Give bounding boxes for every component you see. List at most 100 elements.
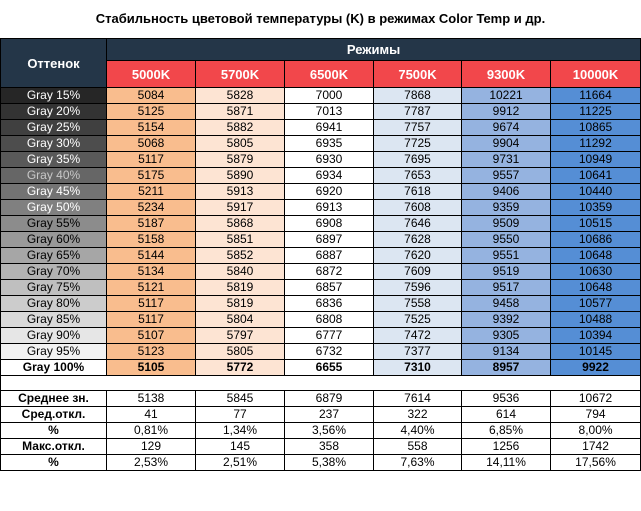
table-row: Gray 80% 5117 5819 6836 7558 9458 10577	[0, 295, 641, 312]
table-row: Gray 45% 5211 5913 6920 7618 9406 10440	[0, 183, 641, 200]
value-cell: 7757	[373, 119, 462, 136]
stat-value: 145	[195, 438, 285, 455]
value-cell: 9509	[461, 215, 551, 232]
value-cell: 5819	[195, 279, 285, 296]
stat-value: 5138	[106, 390, 196, 407]
value-cell: 5117	[106, 151, 196, 168]
temperature-table: Оттенок Режимы 5000K 5700K 6500K 7500K 9…	[0, 38, 641, 471]
value-cell: 9517	[461, 279, 551, 296]
stat-row: % 2,53% 2,51% 5,38% 7,63% 14,11% 17,56%	[0, 454, 641, 471]
stat-value: 5845	[195, 390, 285, 407]
value-cell: 9912	[461, 103, 551, 120]
table-row: Gray 90% 5107 5797 6777 7472 9305 10394	[0, 327, 641, 344]
value-cell: 5917	[195, 199, 285, 216]
value-cell: 5107	[106, 327, 196, 344]
spacer	[0, 375, 641, 391]
value-cell: 5871	[195, 103, 285, 120]
row-label: Gray 100%	[0, 359, 107, 376]
row-label: Gray 55%	[0, 215, 107, 232]
value-cell: 9731	[461, 151, 551, 168]
value-cell: 10359	[549, 199, 641, 216]
row-label: Gray 20%	[0, 103, 107, 120]
value-cell: 7618	[373, 183, 462, 200]
row-label: Gray 40%	[0, 167, 107, 184]
value-cell: 9922	[549, 359, 641, 376]
value-cell: 5772	[195, 359, 285, 376]
stat-value: 17,56%	[549, 454, 641, 471]
table-row: Gray 30% 5068 5805 6935 7725 9904 11292	[0, 135, 641, 152]
value-cell: 6872	[284, 263, 374, 280]
value-cell: 7628	[373, 231, 462, 248]
value-cell: 7558	[373, 295, 462, 312]
stat-value: 1,34%	[195, 422, 285, 439]
stat-value: 1256	[461, 438, 551, 455]
value-cell: 6897	[284, 231, 374, 248]
value-cell: 6887	[284, 247, 374, 264]
value-cell: 6920	[284, 183, 374, 200]
value-cell: 7868	[373, 87, 462, 104]
stat-value: 2,53%	[106, 454, 196, 471]
value-cell: 5154	[106, 119, 196, 136]
data-rows: Gray 15% 5084 5828 7000 7868 10221 11664 Gray 2…	[0, 87, 641, 376]
stat-value: 0,81%	[106, 422, 196, 439]
value-cell: 6913	[284, 199, 374, 216]
row-label: Gray 85%	[0, 311, 107, 328]
row-label: Gray 65%	[0, 247, 107, 264]
value-cell: 5084	[106, 87, 196, 104]
value-cell: 6808	[284, 311, 374, 328]
row-label: Gray 35%	[0, 151, 107, 168]
chart-title: Стабильность цветовой температуры (K) в …	[95, 11, 546, 26]
value-cell: 5123	[106, 343, 196, 360]
stat-value: 10672	[549, 390, 641, 407]
stat-label: Макс.откл.	[0, 438, 107, 455]
value-cell: 7000	[284, 87, 374, 104]
value-cell: 5882	[195, 119, 285, 136]
stat-value: 358	[284, 438, 374, 455]
stat-value: 2,51%	[195, 454, 285, 471]
table-row: Gray 85% 5117 5804 6808 7525 9392 10488	[0, 311, 641, 328]
value-cell: 5805	[195, 343, 285, 360]
stat-value: 7,63%	[373, 454, 462, 471]
value-cell: 6777	[284, 327, 374, 344]
value-cell: 10630	[549, 263, 641, 280]
mode-header-9300k: 9300K	[461, 60, 551, 88]
row-label: Gray 50%	[0, 199, 107, 216]
row-label: Gray 25%	[0, 119, 107, 136]
table-row: Gray 25% 5154 5882 6941 7757 9674 10865	[0, 119, 641, 136]
row-label: Gray 30%	[0, 135, 107, 152]
value-cell: 9134	[461, 343, 551, 360]
value-cell: 9551	[461, 247, 551, 264]
value-cell: 9305	[461, 327, 551, 344]
value-cell: 5158	[106, 231, 196, 248]
mode-header-7500k: 7500K	[373, 60, 462, 88]
table-row: Gray 50% 5234 5917 6913 7608 9359 10359	[0, 199, 641, 216]
value-cell: 5121	[106, 279, 196, 296]
stat-value: 237	[284, 406, 374, 423]
stat-row: Среднее зн. 5138 5845 6879 7614 9536 10672	[0, 390, 641, 407]
value-cell: 7646	[373, 215, 462, 232]
value-cell: 5175	[106, 167, 196, 184]
value-cell: 5211	[106, 183, 196, 200]
value-cell: 5851	[195, 231, 285, 248]
value-cell: 10949	[549, 151, 641, 168]
stat-row: % 0,81% 1,34% 3,56% 4,40% 6,85% 8,00%	[0, 422, 641, 439]
value-cell: 11664	[549, 87, 641, 104]
value-cell: 5852	[195, 247, 285, 264]
table-row: Gray 95% 5123 5805 6732 7377 9134 10145	[0, 343, 641, 360]
stat-value: 558	[373, 438, 462, 455]
value-cell: 7787	[373, 103, 462, 120]
stat-label: Среднее зн.	[0, 390, 107, 407]
value-cell: 6732	[284, 343, 374, 360]
value-cell: 6941	[284, 119, 374, 136]
value-cell: 5879	[195, 151, 285, 168]
value-cell: 7596	[373, 279, 462, 296]
value-cell: 10865	[549, 119, 641, 136]
stat-value: 77	[195, 406, 285, 423]
row-label: Gray 60%	[0, 231, 107, 248]
stat-label: Сред.откл.	[0, 406, 107, 423]
value-cell: 8957	[461, 359, 551, 376]
table-row: Gray 20% 5125 5871 7013 7787 9912 11225	[0, 103, 641, 120]
row-label: Gray 75%	[0, 279, 107, 296]
table-row: Gray 40% 5175 5890 6934 7653 9557 10641	[0, 167, 641, 184]
stat-value: 322	[373, 406, 462, 423]
